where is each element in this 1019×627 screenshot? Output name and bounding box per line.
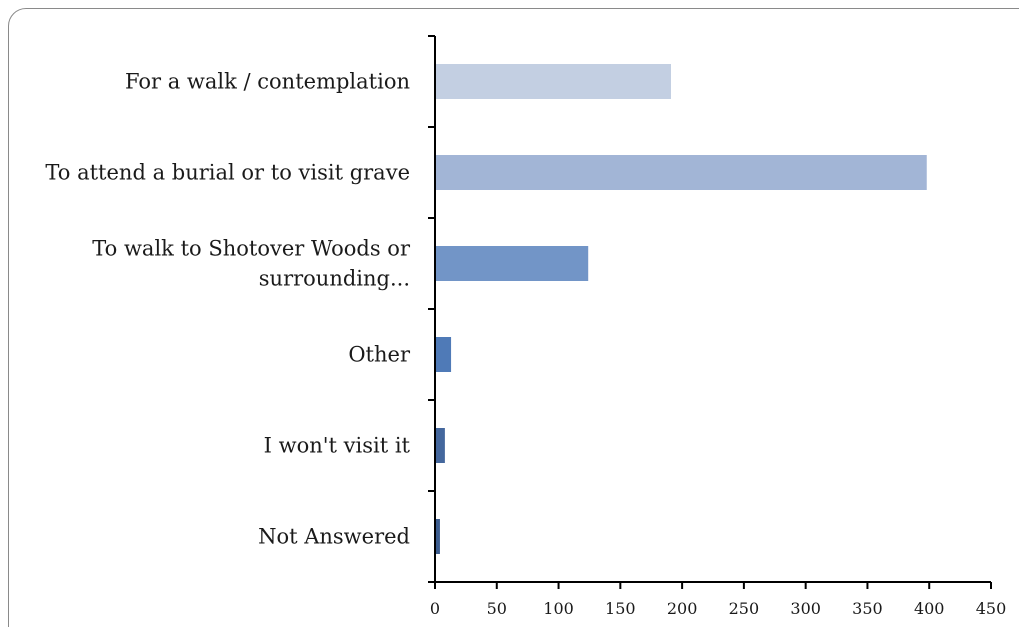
bar-0 [435, 64, 671, 99]
bar-2 [435, 246, 589, 281]
bar-3 [435, 337, 452, 372]
x-tick-label-3: 150 [605, 599, 636, 618]
x-tick-label-9: 450 [976, 599, 1007, 618]
x-tick-label-4: 200 [667, 599, 698, 618]
category-label-1: To attend a burial or to visit grave [45, 161, 410, 185]
category-label-0: For a walk / contemplation [125, 70, 410, 94]
bar-4 [435, 428, 445, 463]
x-tick-label-7: 350 [852, 599, 883, 618]
x-tick-label-6: 300 [790, 599, 821, 618]
labels-layer: For a walk / contemplation To attend a bu… [45, 70, 1006, 619]
chart-frame [8, 8, 1019, 627]
x-tick-label-8: 400 [914, 599, 945, 618]
bar-5 [435, 519, 440, 554]
axis-layer [428, 35, 992, 589]
x-tick-label-0: 0 [430, 599, 440, 618]
category-label-2: To walk to Shotover Woods or surrounding.… [92, 237, 411, 291]
bars-layer [435, 64, 927, 554]
category-label-3: Other [348, 343, 411, 367]
bar-1 [435, 155, 927, 190]
x-tick-label-5: 250 [729, 599, 760, 618]
category-label-4: I won't visit it [264, 434, 411, 458]
x-tick-label-1: 50 [487, 599, 507, 618]
category-label-5: Not Answered [258, 525, 410, 549]
x-tick-label-2: 100 [543, 599, 574, 618]
